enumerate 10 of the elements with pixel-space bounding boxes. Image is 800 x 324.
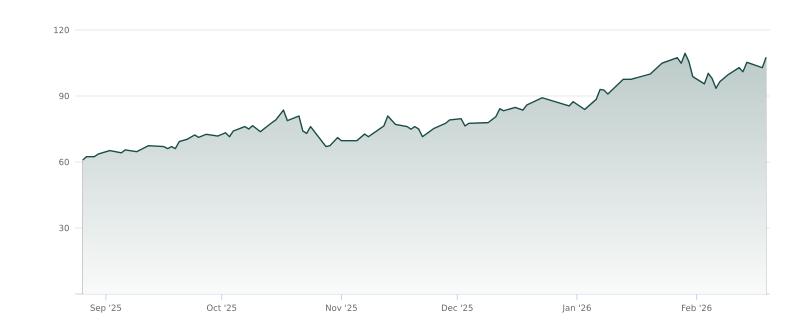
x-tick-label: Sep '25 xyxy=(90,304,122,313)
x-tick-label: Feb '26 xyxy=(682,304,712,312)
y-tick-label: 30 xyxy=(59,224,69,232)
y-tick-label: 90 xyxy=(59,92,69,100)
x-tick-label: Oct '25 xyxy=(206,304,236,311)
x-tick-label: Dec '25 xyxy=(442,304,473,311)
y-tick-label: 120 xyxy=(54,26,69,34)
x-tick-label: Jan '26 xyxy=(562,304,591,313)
x-tick-label: Nov '25 xyxy=(326,304,357,311)
y-tick-label: 60 xyxy=(59,158,69,166)
